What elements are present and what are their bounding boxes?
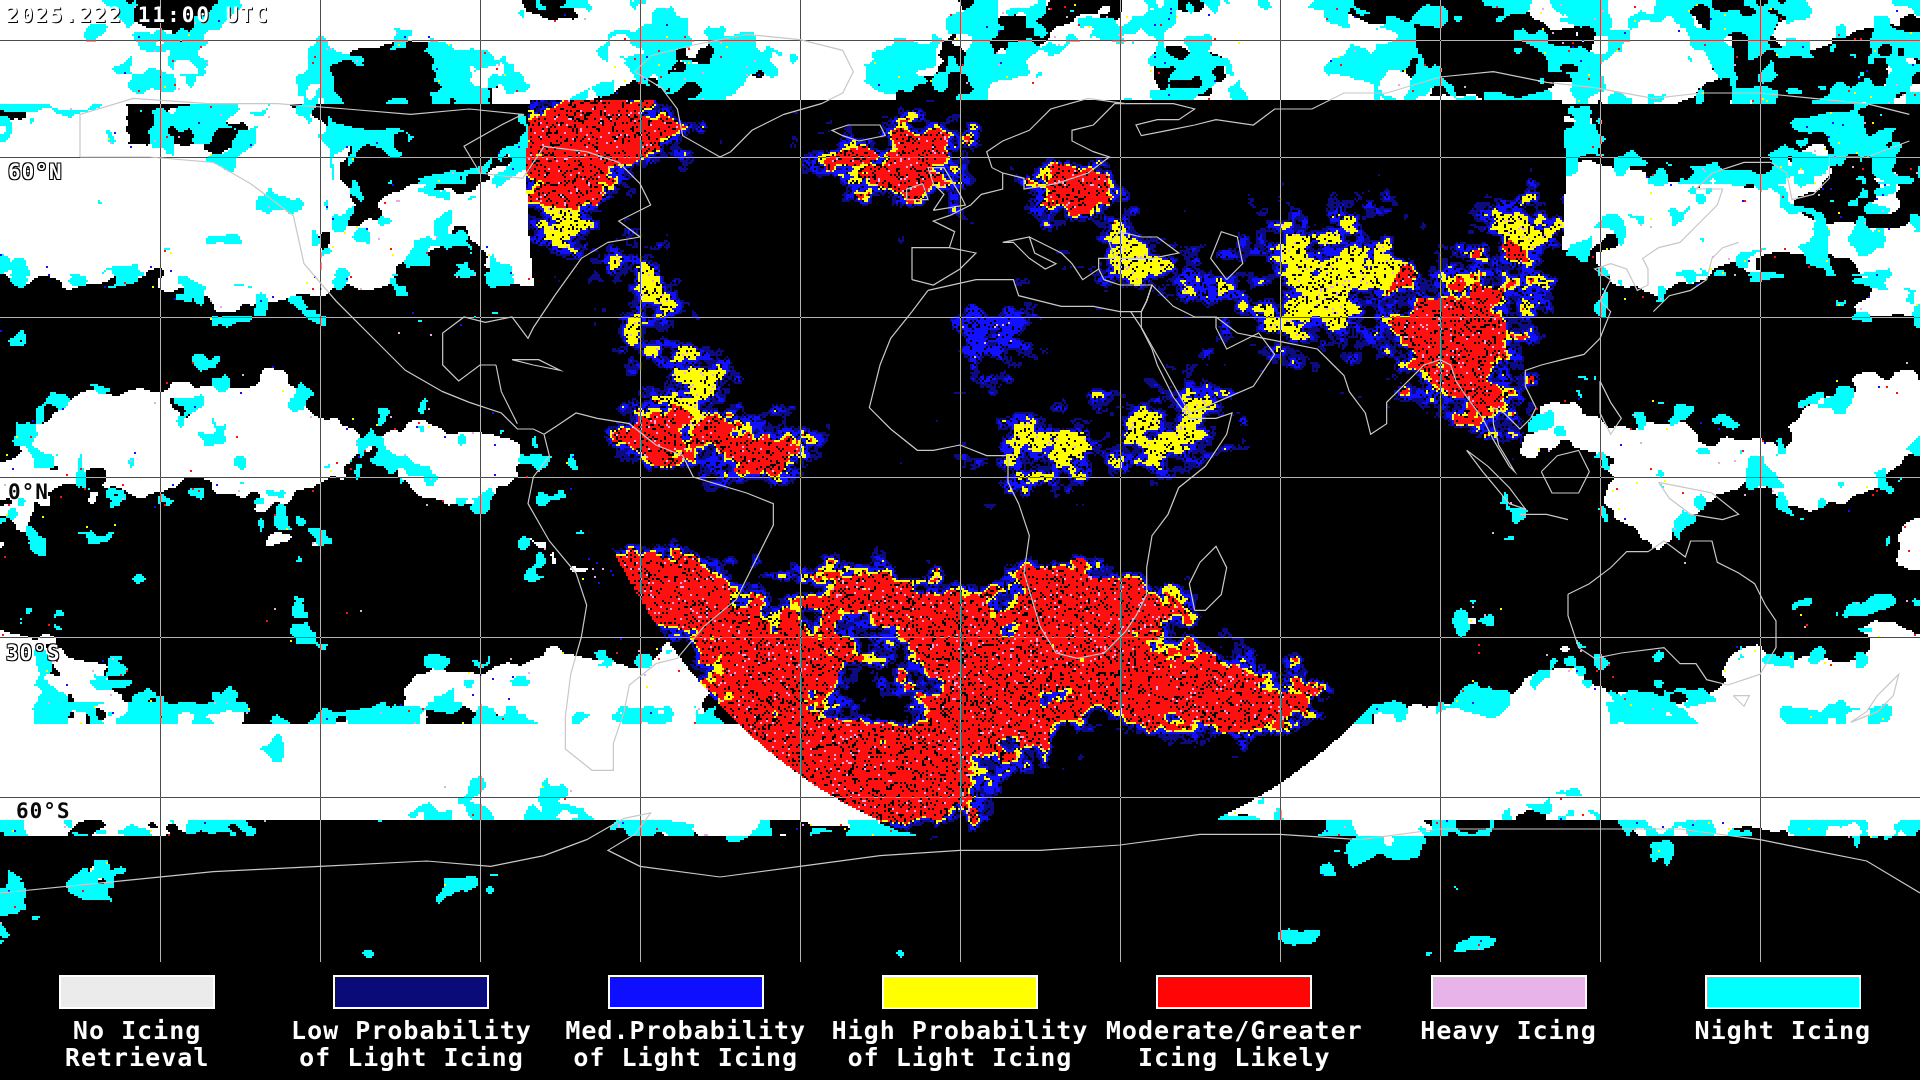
legend-label: Heavy Icing bbox=[1420, 1016, 1597, 1045]
legend-swatch-high-prob bbox=[881, 975, 1038, 1009]
legend-label: Med.Probability bbox=[565, 1016, 807, 1045]
legend-item-night: Night Icing bbox=[1646, 962, 1920, 1080]
lat-label-60n: 60°N bbox=[8, 160, 63, 184]
legend-label: Moderate/Greater bbox=[1105, 1016, 1363, 1045]
legend-label: Low Probability bbox=[291, 1016, 532, 1045]
legend-bar: No Icing Retrieval Low Probability of Li… bbox=[0, 962, 1920, 1080]
legend-label: of Light Icing bbox=[573, 1043, 799, 1072]
legend-label: of Light Icing bbox=[847, 1043, 1073, 1072]
legend-label: Icing Likely bbox=[1137, 1043, 1331, 1072]
legend-item-high-prob: High Probability of Light Icing bbox=[823, 962, 1097, 1080]
icing-map-canvas bbox=[0, 0, 1920, 962]
lat-label-0n: 0°N bbox=[8, 480, 49, 504]
global-icing-map: 2025.222 11:00 UTC 60°N 0°N 30°S 60°S bbox=[0, 0, 1920, 962]
lat-label-60s: 60°S bbox=[16, 799, 71, 823]
legend-item-low-prob: Low Probability of Light Icing bbox=[274, 962, 548, 1080]
lat-label-30s: 30°S bbox=[6, 641, 61, 665]
legend-label: No Icing bbox=[72, 1016, 202, 1045]
legend-item-no-icing: No Icing Retrieval bbox=[0, 962, 274, 1080]
legend-swatch-night bbox=[1704, 975, 1861, 1009]
legend-swatch-med-prob bbox=[607, 975, 764, 1009]
legend-item-med-prob: Med.Probability of Light Icing bbox=[549, 962, 823, 1080]
legend-label: of Light Icing bbox=[299, 1043, 524, 1072]
legend-item-moderate: Moderate/Greater Icing Likely bbox=[1097, 962, 1371, 1080]
legend-swatch-no-icing bbox=[59, 975, 216, 1009]
legend-item-heavy: Heavy Icing bbox=[1371, 962, 1645, 1080]
legend-label: High Probability bbox=[831, 1016, 1089, 1045]
legend-swatch-moderate bbox=[1156, 975, 1313, 1009]
legend-swatch-heavy bbox=[1430, 975, 1587, 1009]
legend-label: Night Icing bbox=[1694, 1016, 1872, 1045]
timestamp-label: 2025.222 11:00 UTC bbox=[6, 3, 270, 27]
legend-swatch-low-prob bbox=[333, 975, 490, 1009]
legend-label: Retrieval bbox=[64, 1043, 210, 1072]
